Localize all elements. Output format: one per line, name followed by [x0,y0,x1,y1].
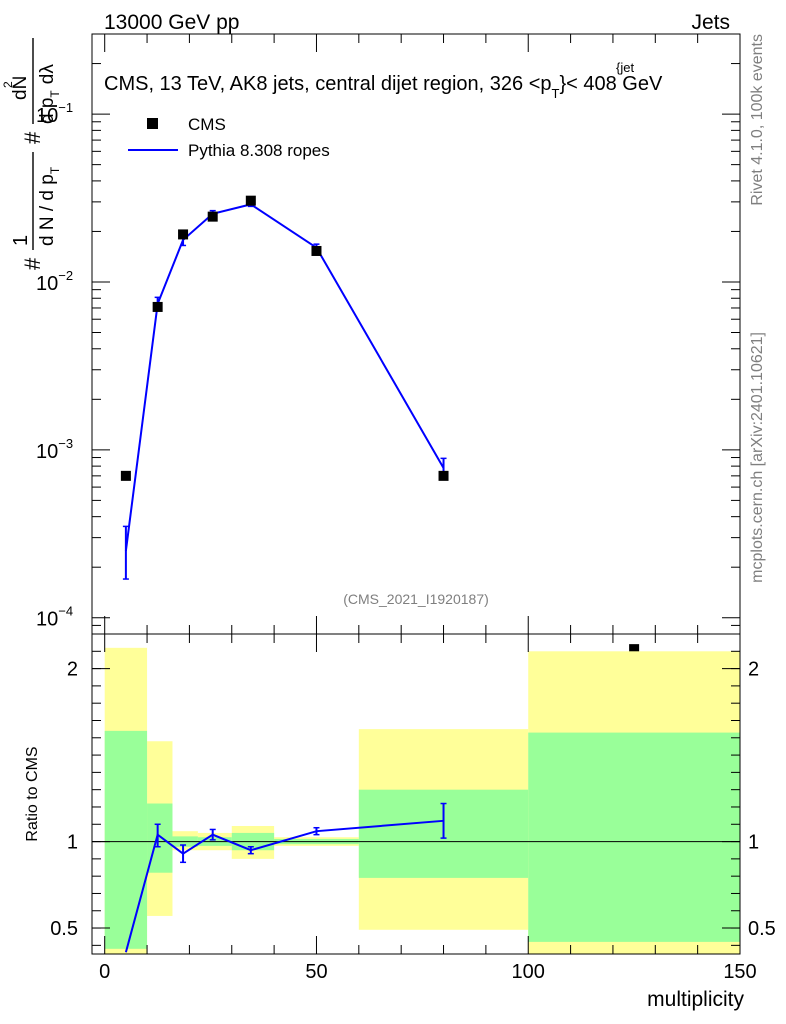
cms-data-point [152,301,163,312]
main-ytick-label-base: 10 [36,609,58,631]
cms-data-point [629,644,640,655]
main-ytick-label-base: 10 [36,441,58,463]
mc-line [124,203,445,552]
ratio-ytick-label-right: 0.5 [748,918,776,940]
legend: CMS Pythia 8.308 ropes [128,115,330,160]
rivet-label: Rivet 4.1.0, 100k events [749,34,766,206]
ylabel-t-1: T [48,166,62,174]
main-title-end: }< 408 GeV [559,73,663,95]
source-label: mcplots.cern.ch [arXiv:2401.10621] [749,332,766,583]
main-ytick-label-base: 10 [36,105,58,127]
analysis-watermark: (CMS_2021_I1920187) [343,591,489,607]
svg-text:d pTdλ: d pTdλ [37,64,62,124]
main-ytick-label-exp: −1 [58,100,73,115]
ylabel-n: N [10,76,31,90]
cms-data-point [245,195,256,206]
ratio-band-inner [528,732,740,942]
ratio-ytick-label-right: 1 [748,832,759,854]
main-ytick-label: 10−3 [36,436,73,463]
main-title-sup: {jet [616,60,634,75]
main-ytick-label-exp: −3 [58,436,73,451]
ratio-band-inner [104,730,148,949]
ylabel-d: d [10,89,31,100]
main-ytick-label-exp: −4 [58,604,73,619]
main-title-text: CMS, 13 TeV, AK8 jets, central dijet reg… [104,73,552,95]
ratio-ytick-label-left: 2 [67,659,78,681]
svg-text:d N / d pT: d N / d pT [37,166,62,246]
ratio-ytick-label-left: 0.5 [50,918,78,940]
main-ytick-label-exp: −2 [58,268,73,283]
legend-cms-marker [147,118,158,129]
legend-cms-label: CMS [188,115,226,134]
svg-text:1: 1 [10,235,32,246]
ratio-ytick-label-left: 1 [67,832,78,854]
ratio-frame [91,633,741,955]
main-title: CMS, 13 TeV, AK8 jets, central dijet reg… [104,73,663,101]
cms-data-point [178,229,189,240]
main-ytick-label: 10−4 [36,604,73,631]
ratio-xtick-label: 50 [305,961,327,983]
cms-data-point [207,211,218,222]
svg-text:#: # [20,257,45,270]
ylabel-hash-1: # [20,257,45,270]
cms-data-point [438,470,449,481]
ratio-xtick-label: 150 [723,961,756,983]
svg-text:#: # [20,131,45,144]
ylabel-t-2: T [48,90,62,98]
ylabel-hash-2: # [20,131,45,144]
ylabel-one: 1 [10,235,32,246]
ratio-xtick-label: 100 [512,961,545,983]
main-ytick-label: 10−2 [36,268,73,295]
main-title-sub: T [552,86,560,101]
main-ytick-label-base: 10 [36,273,58,295]
ratio-xtick-label: 0 [99,961,110,983]
ratio-panel: 0 50 100 150 0.5 0.5 1 1 2 2 [50,633,776,983]
ylabel-dn-dpt: d N / d p [37,174,58,246]
legend-mc-label: Pythia 8.308 ropes [188,141,330,160]
main-ytick-label: 10−1 [36,100,73,127]
header-right: Jets [691,11,730,34]
ylabel-dpt: d p [37,98,58,124]
ylabel-dlambda: dλ [37,64,58,85]
ratio-xlabel: multiplicity [647,988,744,1011]
cms-data-point [311,245,322,256]
header-left: 13000 GeV pp [104,11,239,34]
ratio-ylabel: Ratio to CMS [24,746,41,841]
svg-text:2: 2 [1,81,15,88]
cms-data-point [120,470,131,481]
main-panel: 10−110−210−310−4 [36,34,741,655]
svg-text:dN: dN [10,76,31,100]
ratio-ytick-label-right: 2 [748,659,759,681]
main-ylabel: # 1 d N / d pT # dN 2 d pTdλ [1,38,62,270]
ylabel-two: 2 [1,81,15,88]
